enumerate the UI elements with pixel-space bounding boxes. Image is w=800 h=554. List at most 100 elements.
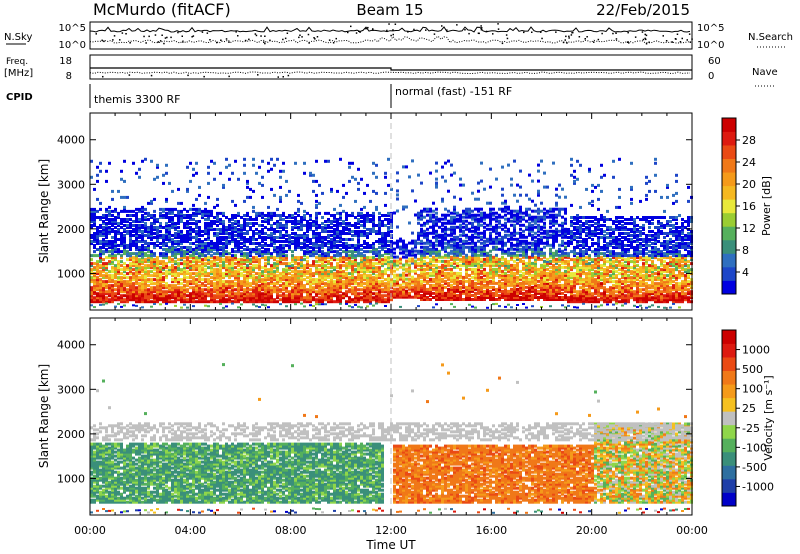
power-cell xyxy=(111,298,114,302)
power-cell xyxy=(450,291,453,295)
power-cell xyxy=(183,234,186,237)
power-cell xyxy=(468,227,471,231)
power-cell xyxy=(309,280,312,284)
power-cell xyxy=(264,276,267,280)
power-cell xyxy=(246,288,249,292)
power-cell xyxy=(165,270,168,274)
power-cell xyxy=(147,211,150,215)
power-cell xyxy=(114,232,117,235)
power-cell xyxy=(321,252,324,256)
power-cell xyxy=(408,273,411,277)
power-cell xyxy=(192,266,195,270)
power-cell xyxy=(270,211,273,215)
power-cell xyxy=(462,231,465,235)
power-cell xyxy=(477,277,480,281)
power-cell xyxy=(465,279,468,283)
power-cell xyxy=(489,167,492,171)
power-cell xyxy=(441,245,444,249)
power-cell xyxy=(285,278,288,282)
power-cell xyxy=(147,300,150,304)
power-cell xyxy=(204,298,207,302)
power-cell xyxy=(213,282,216,286)
power-cell xyxy=(243,238,246,241)
power-cell xyxy=(486,285,489,289)
power-cell xyxy=(102,214,105,217)
power-cell xyxy=(483,239,486,243)
power-cell xyxy=(96,280,99,284)
power-cell xyxy=(399,265,402,269)
power-cell xyxy=(345,284,348,288)
power-cell xyxy=(246,232,249,235)
power-cell xyxy=(396,193,399,197)
power-cell xyxy=(108,270,111,274)
power-cell xyxy=(345,278,348,282)
power-cell xyxy=(420,209,423,213)
power-cell xyxy=(141,224,144,227)
power-cell xyxy=(102,274,105,278)
power-cell xyxy=(489,289,492,293)
power-cell xyxy=(183,260,186,264)
power-cell xyxy=(165,254,168,258)
power-cell xyxy=(309,282,312,286)
power-cell xyxy=(111,242,114,245)
power-cell xyxy=(231,222,234,225)
power-cell xyxy=(189,298,192,302)
power-cell xyxy=(438,275,441,279)
power-cell xyxy=(375,286,378,290)
power-cell xyxy=(129,262,132,266)
power-cell xyxy=(162,292,165,296)
power-cell xyxy=(387,230,390,233)
power-cell xyxy=(402,289,405,293)
power-cell xyxy=(282,270,285,274)
power-cell xyxy=(186,306,189,309)
power-cell xyxy=(429,247,432,251)
power-cell xyxy=(144,222,147,225)
power-cell xyxy=(204,224,207,227)
power-cell xyxy=(459,249,462,253)
power-cell xyxy=(225,272,228,276)
power-cell xyxy=(387,260,390,264)
power-cell xyxy=(474,253,477,257)
power-cell xyxy=(120,298,123,302)
power-cell xyxy=(282,278,285,282)
power-cell xyxy=(456,279,459,283)
power-cell xyxy=(441,269,444,273)
power-cell xyxy=(180,292,183,296)
power-cell xyxy=(345,244,348,247)
power-cell xyxy=(216,288,219,292)
power-cell xyxy=(354,290,357,294)
power-cell xyxy=(489,291,492,295)
power-cell xyxy=(375,284,378,288)
power-cell xyxy=(279,246,282,249)
power-cell xyxy=(282,254,285,258)
power-cell xyxy=(288,220,291,223)
power-cell xyxy=(258,290,261,294)
power-cell xyxy=(171,286,174,290)
power-cell xyxy=(282,248,285,251)
power-cell xyxy=(480,217,483,221)
power-cell xyxy=(285,234,288,237)
power-cell xyxy=(375,207,378,211)
power-cell xyxy=(150,236,153,239)
nsky-dot xyxy=(506,37,509,40)
power-cell xyxy=(435,249,438,253)
power-cell xyxy=(186,216,189,219)
power-cell xyxy=(129,294,132,298)
power-cell xyxy=(195,284,198,288)
power-cell xyxy=(411,289,414,293)
power-cell xyxy=(300,302,303,305)
nsky-dot xyxy=(145,42,147,44)
power-cell xyxy=(342,246,345,249)
power-cell xyxy=(378,288,381,292)
power-cell xyxy=(234,282,237,286)
power-cell xyxy=(264,280,267,284)
power-cell xyxy=(483,225,486,229)
power-cell xyxy=(411,269,414,273)
power-cell xyxy=(165,274,168,278)
power-cell xyxy=(192,288,195,292)
power-cell xyxy=(228,258,231,262)
power-cell xyxy=(381,280,384,284)
power-cell xyxy=(327,218,330,221)
power-cell xyxy=(171,238,174,241)
power-cell xyxy=(126,220,129,223)
